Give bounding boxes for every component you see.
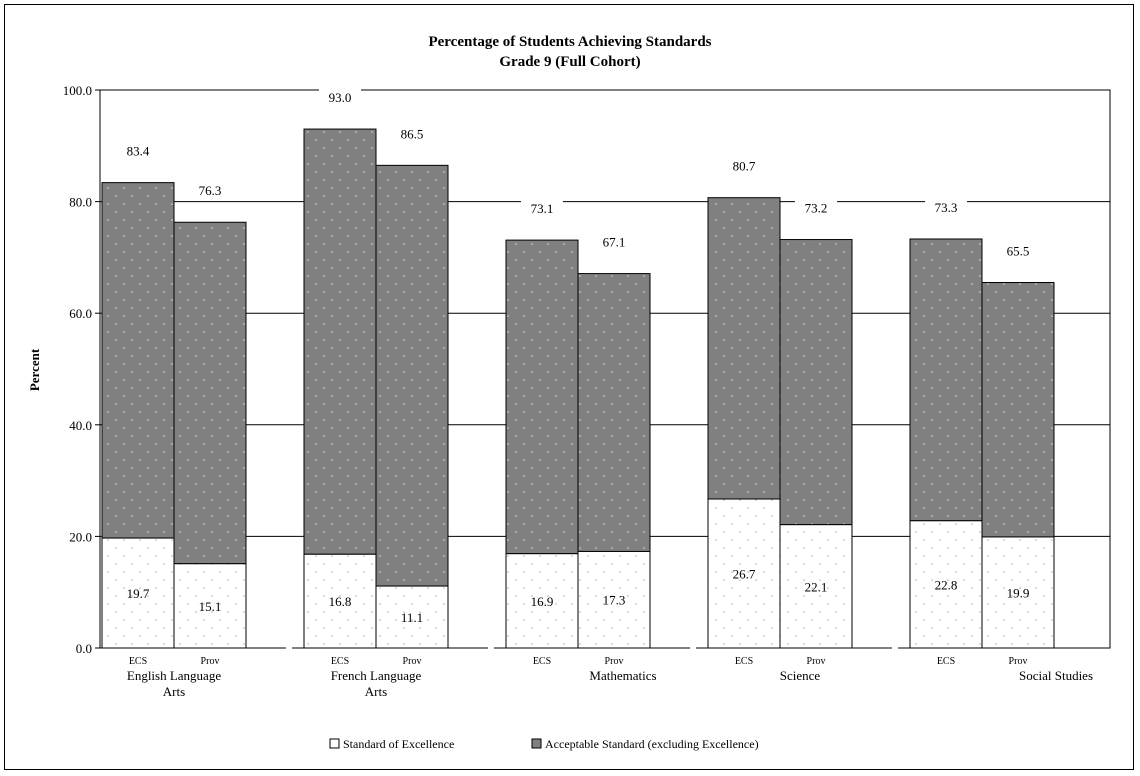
total-label-background [521, 198, 563, 219]
bar-excellence [375, 585, 449, 649]
bar-acceptable [707, 197, 781, 500]
excellence-value-label: 16.8 [329, 594, 352, 609]
bar-acceptable [505, 239, 579, 555]
bar-acceptable [303, 128, 377, 555]
x-sub-label: ECS [331, 656, 349, 667]
x-sub-label: Prov [605, 656, 624, 667]
y-tick-label: 40.0 [69, 418, 92, 433]
category-label: English Language [127, 668, 221, 683]
total-label-background [117, 140, 159, 161]
total-value-label: 73.1 [531, 201, 554, 216]
x-sub-label: ECS [937, 656, 955, 667]
x-sub-label: Prov [201, 656, 220, 667]
total-value-label: 93.0 [329, 90, 352, 105]
legend-swatch-excellence [329, 738, 340, 749]
bar-acceptable [173, 221, 247, 565]
bar-acceptable [577, 273, 651, 552]
total-label-background [189, 180, 231, 201]
y-tick-label: 80.0 [69, 195, 92, 210]
legend-label-excellence: Standard of Excellence [343, 737, 454, 751]
excellence-value-label: 15.1 [199, 599, 222, 614]
y-axis-ticks: 0.0 20.0 40.0 60.0 80.0 100.0 [63, 83, 100, 656]
category-label: Social Studies [1019, 668, 1093, 683]
total-value-label: 86.5 [401, 126, 424, 141]
chart-title: Percentage of Students Achieving Standar… [428, 34, 711, 50]
excellence-value-label: 16.9 [531, 594, 554, 609]
total-label-background [593, 231, 635, 252]
total-label-background [925, 196, 967, 217]
bar-excellence [303, 553, 377, 649]
excellence-value-label: 17.3 [603, 593, 626, 608]
total-label-background [997, 240, 1039, 261]
excellence-value-label: 11.1 [401, 610, 423, 625]
total-label-background [391, 123, 433, 144]
excellence-value-label: 22.1 [805, 579, 828, 594]
y-tick-label: 100.0 [63, 83, 92, 98]
x-sub-label: Prov [1009, 656, 1028, 667]
y-tick-label: 60.0 [69, 306, 92, 321]
excellence-value-label: 19.7 [127, 586, 150, 601]
excellence-value-label: 22.8 [935, 577, 958, 592]
bar-excellence [779, 524, 853, 649]
y-axis-label: Percent [27, 348, 42, 391]
legend-label-acceptable: Acceptable Standard (excluding Excellenc… [545, 737, 759, 751]
x-sub-label: Prov [807, 656, 826, 667]
x-sub-label: ECS [533, 656, 551, 667]
bar-acceptable [909, 238, 983, 522]
category-label: Science [780, 668, 821, 683]
x-sub-label: ECS [129, 656, 147, 667]
category-label: Arts [163, 684, 185, 699]
bar-excellence [505, 553, 579, 649]
bar-acceptable [101, 182, 175, 539]
total-value-label: 76.3 [199, 183, 222, 198]
total-value-label: 73.2 [805, 201, 828, 216]
total-value-label: 83.4 [127, 144, 150, 159]
excellence-value-label: 26.7 [733, 567, 756, 582]
excellence-value-label: 19.9 [1007, 585, 1030, 600]
x-sub-label: Prov [403, 656, 422, 667]
y-tick-label: 20.0 [69, 529, 92, 544]
legend-swatch-acceptable [531, 738, 542, 749]
total-value-label: 80.7 [733, 159, 756, 174]
bar-acceptable [779, 239, 853, 526]
bar-excellence [707, 498, 781, 649]
bar-acceptable [981, 282, 1055, 538]
value-labels: 83.4 19.7 76.3 15.1 93.0 16.8 86.5 11.1 73.1 16.9… [117, 87, 1039, 625]
total-label-background [723, 155, 765, 176]
total-value-label: 67.1 [603, 235, 626, 250]
total-label-background [319, 87, 361, 108]
bar-acceptable [375, 164, 449, 587]
chart-subtitle: Grade 9 (Full Cohort) [499, 54, 640, 70]
bar-excellence [981, 536, 1055, 649]
category-label: Arts [365, 684, 387, 699]
total-label-background [795, 197, 837, 218]
category-label: Mathematics [589, 668, 656, 683]
total-value-label: 65.5 [1007, 244, 1030, 259]
bar-excellence [909, 520, 983, 649]
x-sub-label: ECS [735, 656, 753, 667]
y-tick-label: 0.0 [76, 641, 92, 656]
bar-excellence [577, 550, 651, 649]
bars [101, 128, 1055, 649]
total-value-label: 73.3 [935, 200, 958, 215]
legend: Standard of Excellence Acceptable Standa… [329, 737, 759, 751]
category-label: French Language [331, 668, 422, 683]
bar-excellence [101, 537, 175, 649]
